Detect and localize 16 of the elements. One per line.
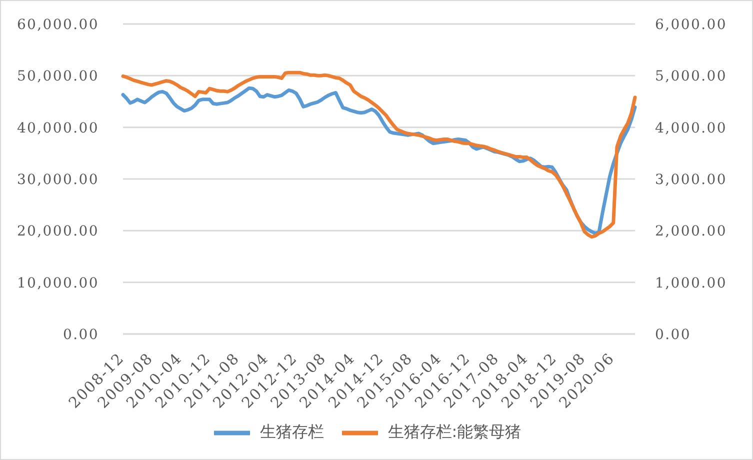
y-tick-label: 0.00 xyxy=(63,326,99,343)
y2-tick-label: 6,000.00 xyxy=(655,16,727,33)
y2-tick-label: 5,000.00 xyxy=(655,68,727,85)
y2-tick-label: 2,000.00 xyxy=(655,224,727,240)
y2-tick-label: 0.00 xyxy=(655,326,691,343)
y2-tick-label: 4,000.00 xyxy=(655,120,727,136)
y-tick-label: 40,000.00 xyxy=(16,120,99,136)
y-tick-label: 50,000.00 xyxy=(16,68,99,85)
legend-label: 生猪存栏 xyxy=(260,422,324,442)
y-tick-label: 10,000.00 xyxy=(16,275,99,292)
legend-label: 生猪存栏:能繁母猪 xyxy=(388,422,522,442)
y-tick-label: 30,000.00 xyxy=(16,172,99,188)
y-tick-label: 20,000.00 xyxy=(16,224,99,240)
y-tick-label: 60,000.00 xyxy=(16,16,99,33)
y2-tick-label: 3,000.00 xyxy=(655,172,727,188)
y2-tick-label: 1,000.00 xyxy=(655,275,727,292)
